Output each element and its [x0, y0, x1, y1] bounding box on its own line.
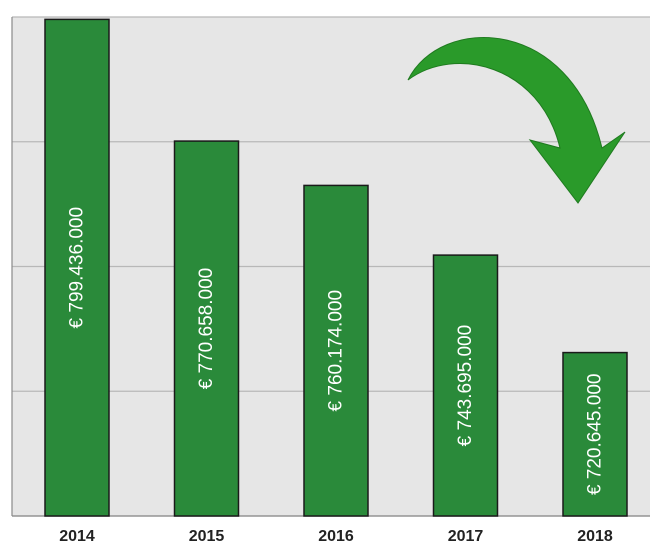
- data-label-2015: € 770.658.000: [196, 268, 217, 390]
- x-tick-labels: 2014 2015 2016 2017 2018: [59, 528, 613, 545]
- bar-2018: [562, 351, 628, 517]
- curved-down-arrow-icon: [407, 37, 626, 204]
- bar-2014: [44, 18, 110, 517]
- x-tick-2017: 2017: [448, 528, 484, 545]
- x-tick-2014: 2014: [59, 528, 95, 545]
- data-label-2018: € 720.645.000: [585, 374, 606, 496]
- data-label-2014: € 799.436.000: [67, 207, 88, 329]
- bars-group: € 799.436.000 € 770.658.000 € 760.174.000 €…: [44, 18, 628, 517]
- data-label-2017: € 743.695.000: [455, 325, 476, 447]
- x-tick-2016: 2016: [318, 528, 354, 545]
- bar-2016: [303, 184, 369, 517]
- x-tick-2018: 2018: [577, 528, 613, 545]
- data-label-2016: € 760.174.000: [326, 290, 347, 412]
- bar-2017: [432, 254, 499, 517]
- x-tick-2015: 2015: [189, 528, 225, 545]
- bar-2015: [173, 140, 240, 517]
